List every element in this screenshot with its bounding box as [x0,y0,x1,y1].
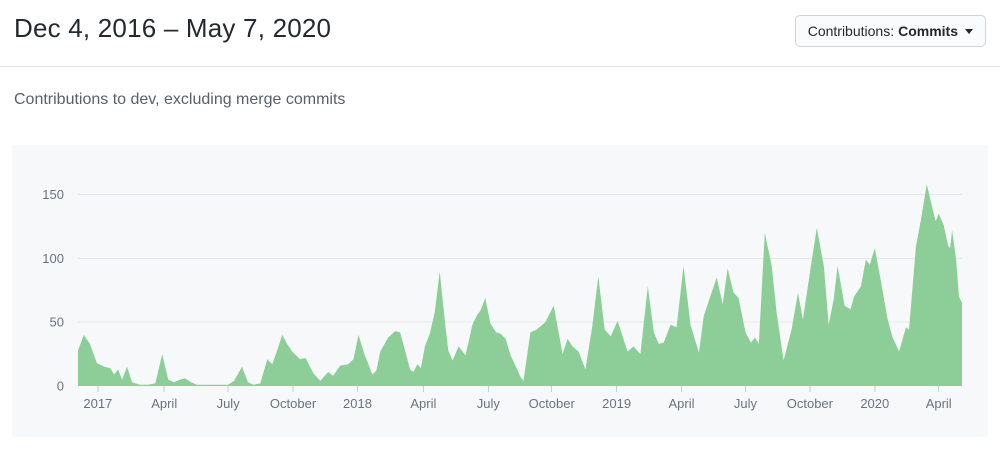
y-axis-label: 0 [57,379,64,394]
x-axis-label: 2020 [860,396,889,411]
x-axis-label: April [151,396,177,411]
x-axis-label: 2018 [343,396,372,411]
contributions-filter-label: Contributions: [807,23,895,39]
commit-activity-area [78,184,962,386]
x-axis-label: 2019 [602,396,631,411]
chart-subtitle: Contributions to dev, excluding merge co… [14,91,346,108]
x-axis-label: October [270,396,317,411]
contributions-filter-button[interactable]: Contributions: Commits [794,15,986,47]
x-axis-label: October [529,396,576,411]
x-axis-label: July [477,396,501,411]
contributions-filter-value: Commits [898,23,958,39]
y-axis-label: 100 [42,251,64,266]
page-title: Dec 4, 2016 – May 7, 2020 [14,13,332,43]
x-axis-label: July [734,396,758,411]
y-axis-label: 50 [50,315,64,330]
x-axis-label: July [217,396,241,411]
y-axis-label: 150 [42,187,64,202]
x-axis-label: 2017 [83,396,112,411]
page-header: Dec 4, 2016 – May 7, 2020 Contributions:… [0,0,1000,67]
x-axis-label: April [926,396,952,411]
commit-activity-chart-card: 0 50 100 150 2017 April July October 2018 April Ju… [12,145,988,437]
x-axis-label: April [669,396,695,411]
caret-down-icon [965,28,973,34]
x-axis-label: April [410,396,436,411]
x-axis-label: October [787,396,834,411]
contributions-area-chart: 0 50 100 150 2017 April July October 2018 April Ju… [42,184,962,411]
